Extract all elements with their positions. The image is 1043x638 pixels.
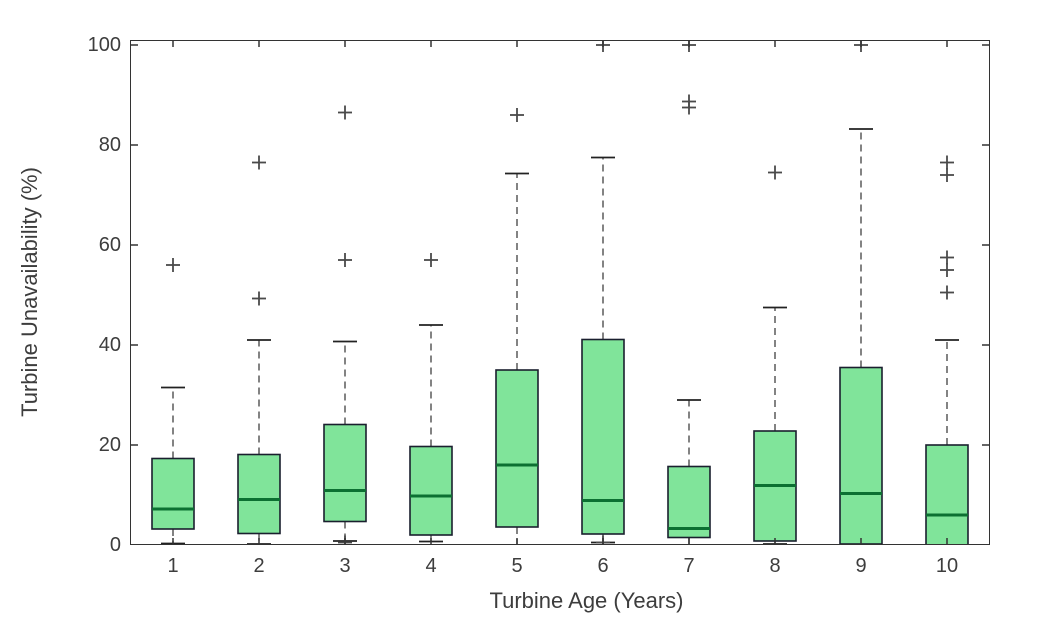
x-tick-label-3: 3 [339,555,351,577]
x-tick-label-9: 9 [855,555,867,577]
x-tick-label-7: 7 [683,555,695,577]
box-group-1 [151,258,195,545]
x-tick-label-8: 8 [769,555,781,577]
plot-frame [130,40,990,545]
y-tick-label-60: 60 [98,234,121,256]
box-group-5 [495,108,539,545]
box-iqr [495,369,539,528]
plot-area [130,40,990,545]
box-iqr [237,453,281,535]
box-iqr [667,465,711,539]
y-tick-label-100: 100 [87,34,121,56]
box-iqr [409,445,453,536]
x-tick-label-5: 5 [511,555,523,577]
y-axis-label: Turbine Unavailability (%) [17,167,42,417]
box-group-3 [323,105,367,545]
box-iqr [323,423,367,523]
x-axis-label: Turbine Age (Years) [489,588,684,613]
box-group-6 [581,40,625,545]
box-group-9 [839,40,883,545]
x-tick-label-10: 10 [935,555,959,577]
axis-tick-marks [130,40,990,545]
y-tick-label-40: 40 [98,334,121,356]
box-group-8 [753,165,797,545]
y-tick-label-80: 80 [98,134,121,156]
x-tick-label-4: 4 [425,555,437,577]
box-iqr [925,444,969,545]
x-tick-label-2: 2 [253,555,265,577]
box-group-7 [667,40,711,545]
box-iqr [839,366,883,545]
box-group-10 [925,155,969,545]
y-tick-label-20: 20 [98,434,121,456]
x-tick-label-1: 1 [167,555,179,577]
box-iqr [151,457,195,530]
boxplot-svg [130,40,990,545]
x-tick-label-6: 6 [597,555,609,577]
box-group-4 [409,253,453,543]
y-tick-label-0: 0 [109,534,121,556]
